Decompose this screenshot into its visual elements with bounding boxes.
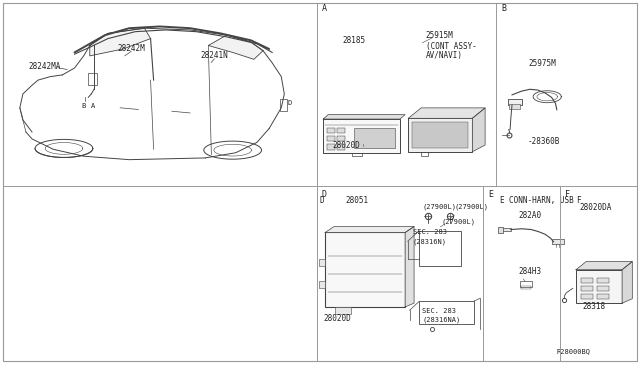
Bar xyxy=(581,294,593,299)
Text: 28241N: 28241N xyxy=(200,51,228,60)
Text: 28318: 28318 xyxy=(582,302,605,311)
Text: 28242MA: 28242MA xyxy=(29,62,61,71)
Bar xyxy=(354,128,395,148)
Polygon shape xyxy=(576,262,632,270)
Bar xyxy=(408,118,472,152)
Polygon shape xyxy=(622,262,632,303)
Text: E: E xyxy=(488,190,493,199)
Text: A: A xyxy=(322,4,327,13)
Bar xyxy=(325,232,405,307)
Bar xyxy=(335,307,351,314)
Text: (27900L): (27900L) xyxy=(442,218,476,225)
Bar xyxy=(337,144,345,150)
Text: D: D xyxy=(287,100,292,106)
Bar xyxy=(597,278,609,283)
Polygon shape xyxy=(325,227,414,232)
Text: CONN-HARN, USB: CONN-HARN, USB xyxy=(509,196,573,205)
Bar xyxy=(498,227,503,232)
Text: E: E xyxy=(499,196,504,205)
Polygon shape xyxy=(405,227,414,307)
Text: 25975M: 25975M xyxy=(528,59,556,68)
Bar xyxy=(520,281,532,287)
Bar xyxy=(88,73,97,85)
Bar xyxy=(323,119,400,153)
Bar xyxy=(319,281,325,288)
Bar xyxy=(419,301,474,324)
Text: AV/NAVI): AV/NAVI) xyxy=(426,51,463,60)
Text: (27900L): (27900L) xyxy=(454,203,488,210)
Bar xyxy=(581,278,593,283)
Text: 28020DA: 28020DA xyxy=(579,203,612,212)
Text: D: D xyxy=(320,196,324,205)
Text: 28185: 28185 xyxy=(342,36,365,45)
Text: (28316NA): (28316NA) xyxy=(422,317,461,323)
Bar xyxy=(597,286,609,291)
Bar xyxy=(509,104,520,109)
Bar xyxy=(581,286,593,291)
Bar xyxy=(521,286,531,289)
Polygon shape xyxy=(323,115,405,119)
Text: B: B xyxy=(501,4,506,13)
Text: 25915M: 25915M xyxy=(426,31,453,40)
Bar xyxy=(412,122,468,148)
Polygon shape xyxy=(209,35,263,59)
Text: R28000BQ: R28000BQ xyxy=(557,348,591,354)
Text: SEC. 283: SEC. 283 xyxy=(413,230,447,235)
Bar xyxy=(337,136,345,141)
Text: -28360B: -28360B xyxy=(528,137,561,146)
Bar xyxy=(337,128,345,133)
Text: (27900L): (27900L) xyxy=(422,203,456,210)
Bar xyxy=(280,99,287,111)
Bar xyxy=(552,239,564,244)
Text: 28020D: 28020D xyxy=(333,141,360,150)
Polygon shape xyxy=(90,28,150,56)
Text: F: F xyxy=(576,196,580,205)
Text: SEC. 283: SEC. 283 xyxy=(422,308,456,314)
Bar xyxy=(597,294,609,299)
Text: (CONT ASSY-: (CONT ASSY- xyxy=(426,42,476,51)
Text: 28051: 28051 xyxy=(346,196,369,205)
Text: A: A xyxy=(91,103,95,109)
Text: F: F xyxy=(565,190,570,199)
Polygon shape xyxy=(472,108,485,152)
Bar xyxy=(419,231,461,266)
Bar xyxy=(327,128,335,133)
Bar xyxy=(319,259,325,266)
Text: 282A0: 282A0 xyxy=(518,211,541,220)
Text: (28316N): (28316N) xyxy=(413,238,447,245)
Bar xyxy=(576,270,622,303)
Text: D: D xyxy=(322,190,327,199)
Bar xyxy=(327,136,335,141)
Bar xyxy=(500,228,511,231)
Bar xyxy=(327,144,335,150)
Text: 284H3: 284H3 xyxy=(518,267,541,276)
Text: B: B xyxy=(81,103,86,109)
Text: 28020D: 28020D xyxy=(323,314,351,323)
Polygon shape xyxy=(408,108,485,118)
Bar xyxy=(508,99,522,105)
Text: 28242M: 28242M xyxy=(117,44,145,53)
